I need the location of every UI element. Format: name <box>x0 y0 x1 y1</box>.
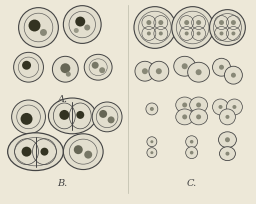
Ellipse shape <box>184 21 189 26</box>
Ellipse shape <box>212 100 228 115</box>
Ellipse shape <box>231 21 236 26</box>
Ellipse shape <box>185 32 189 36</box>
Ellipse shape <box>40 30 47 37</box>
Text: C.: C. <box>187 178 197 187</box>
Ellipse shape <box>196 103 201 108</box>
Ellipse shape <box>232 105 236 109</box>
Ellipse shape <box>219 65 224 70</box>
Ellipse shape <box>149 62 169 82</box>
Ellipse shape <box>134 8 176 49</box>
Ellipse shape <box>219 147 236 161</box>
Ellipse shape <box>12 101 46 134</box>
Ellipse shape <box>63 7 101 44</box>
Ellipse shape <box>219 105 222 109</box>
Ellipse shape <box>190 98 208 113</box>
Ellipse shape <box>20 113 33 125</box>
Ellipse shape <box>186 136 198 148</box>
Ellipse shape <box>59 110 69 120</box>
Ellipse shape <box>210 11 245 46</box>
Ellipse shape <box>84 26 90 31</box>
Ellipse shape <box>190 140 194 144</box>
Ellipse shape <box>158 21 163 26</box>
Ellipse shape <box>48 99 96 134</box>
Ellipse shape <box>172 8 214 49</box>
Text: B.: B. <box>57 178 68 187</box>
Ellipse shape <box>212 59 230 77</box>
Ellipse shape <box>231 73 236 78</box>
Ellipse shape <box>182 115 187 120</box>
Ellipse shape <box>52 57 78 83</box>
Ellipse shape <box>188 63 210 83</box>
Ellipse shape <box>28 20 40 32</box>
Ellipse shape <box>182 64 188 70</box>
Ellipse shape <box>66 72 71 77</box>
Ellipse shape <box>147 148 157 158</box>
Ellipse shape <box>219 21 224 26</box>
Ellipse shape <box>84 151 92 159</box>
Ellipse shape <box>196 115 201 120</box>
Ellipse shape <box>227 100 242 115</box>
Ellipse shape <box>225 67 242 85</box>
Ellipse shape <box>190 151 194 155</box>
Ellipse shape <box>8 133 63 171</box>
Ellipse shape <box>196 21 201 26</box>
Ellipse shape <box>225 137 230 143</box>
Ellipse shape <box>99 110 107 118</box>
Ellipse shape <box>92 62 99 69</box>
Ellipse shape <box>147 32 151 36</box>
Text: A.: A. <box>57 95 67 104</box>
Ellipse shape <box>19 9 58 48</box>
Ellipse shape <box>197 32 201 36</box>
Ellipse shape <box>196 70 201 76</box>
Ellipse shape <box>76 111 84 119</box>
Ellipse shape <box>174 57 196 77</box>
Ellipse shape <box>99 68 105 74</box>
Ellipse shape <box>219 109 236 125</box>
Ellipse shape <box>150 151 153 154</box>
Ellipse shape <box>219 32 223 36</box>
Ellipse shape <box>84 55 112 81</box>
Ellipse shape <box>182 103 187 108</box>
Ellipse shape <box>186 147 198 159</box>
Ellipse shape <box>22 147 31 157</box>
Ellipse shape <box>146 21 151 26</box>
Ellipse shape <box>63 134 103 170</box>
Ellipse shape <box>74 145 83 154</box>
Ellipse shape <box>108 117 115 124</box>
Ellipse shape <box>142 69 148 75</box>
Ellipse shape <box>147 137 157 147</box>
Ellipse shape <box>75 18 85 27</box>
Ellipse shape <box>156 69 162 75</box>
Ellipse shape <box>74 29 79 34</box>
Ellipse shape <box>22 61 31 70</box>
Ellipse shape <box>135 62 155 82</box>
Ellipse shape <box>40 148 48 156</box>
Ellipse shape <box>219 132 236 148</box>
Ellipse shape <box>226 152 229 156</box>
Ellipse shape <box>176 109 194 125</box>
Ellipse shape <box>14 53 44 83</box>
Ellipse shape <box>150 108 154 111</box>
Ellipse shape <box>159 32 163 36</box>
Ellipse shape <box>150 141 153 143</box>
Ellipse shape <box>60 64 70 74</box>
Ellipse shape <box>226 115 229 119</box>
Ellipse shape <box>92 102 122 132</box>
Ellipse shape <box>146 103 158 115</box>
Ellipse shape <box>231 32 236 36</box>
Ellipse shape <box>190 109 208 125</box>
Ellipse shape <box>176 98 194 113</box>
